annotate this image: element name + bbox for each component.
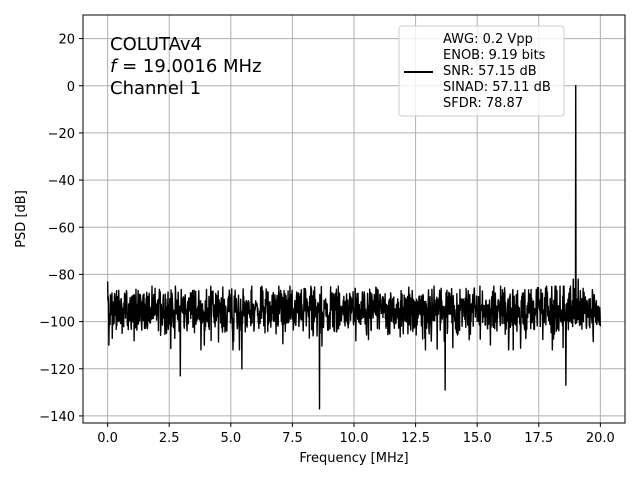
x-tick-label: 15.0: [463, 431, 492, 446]
y-tick-label: −60: [48, 221, 75, 236]
x-tick-label: 12.5: [401, 431, 430, 446]
psd-series: [106, 85, 602, 410]
y-tick-label: −140: [39, 410, 75, 425]
x-tick-label: 0.0: [97, 431, 118, 446]
y-tick-label: −120: [39, 363, 75, 378]
legend-box: [398, 25, 565, 117]
x-tick-label: 5.0: [220, 431, 241, 446]
legend-line-2: ENOB: 9.19 bits: [443, 48, 546, 63]
frequency-symbol: f: [110, 56, 119, 77]
y-tick-label: −40: [48, 174, 75, 189]
x-tick-label: 10.0: [340, 431, 369, 446]
y-tick-label: −80: [48, 268, 75, 283]
y-tick-label: −20: [48, 127, 75, 142]
y-axis-ticks: 20 0 −20 −40 −60 −80 −100 −120 −140: [39, 33, 83, 425]
y-tick-label: −100: [39, 316, 75, 331]
x-axis-ticks: 0.0 2.5 5.0 7.5 10.0 12.5 15.0 17.5 20.0: [97, 423, 615, 446]
legend-line-5: SFDR: 78.87: [443, 96, 523, 111]
legend: AWG: 0.2 Vpp ENOB: 9.19 bits SNR: 57.15 …: [398, 25, 565, 117]
annotation-line-2: f = 19.0016 MHz: [110, 56, 262, 77]
legend-line-3: SNR: 57.15 dB: [443, 64, 537, 79]
y-axis-label: PSD [dB]: [14, 190, 29, 248]
y-tick-label: 0: [67, 80, 75, 95]
chart-annotation: COLUTAv4 f = 19.0016 MHz Channel 1: [110, 34, 262, 99]
legend-line-1: AWG: 0.2 Vpp: [443, 32, 533, 47]
x-tick-label: 7.5: [282, 431, 303, 446]
annotation-line-1: COLUTAv4: [110, 34, 202, 55]
x-axis-label: Frequency [MHz]: [299, 451, 408, 466]
annotation-line-3: Channel 1: [110, 78, 201, 99]
x-tick-label: 2.5: [159, 431, 180, 446]
legend-line-4: SINAD: 57.11 dB: [443, 80, 551, 95]
x-tick-label: 17.5: [524, 431, 553, 446]
psd-line: [106, 85, 602, 410]
y-tick-label: 20: [58, 33, 75, 48]
x-tick-label: 20.0: [586, 431, 615, 446]
